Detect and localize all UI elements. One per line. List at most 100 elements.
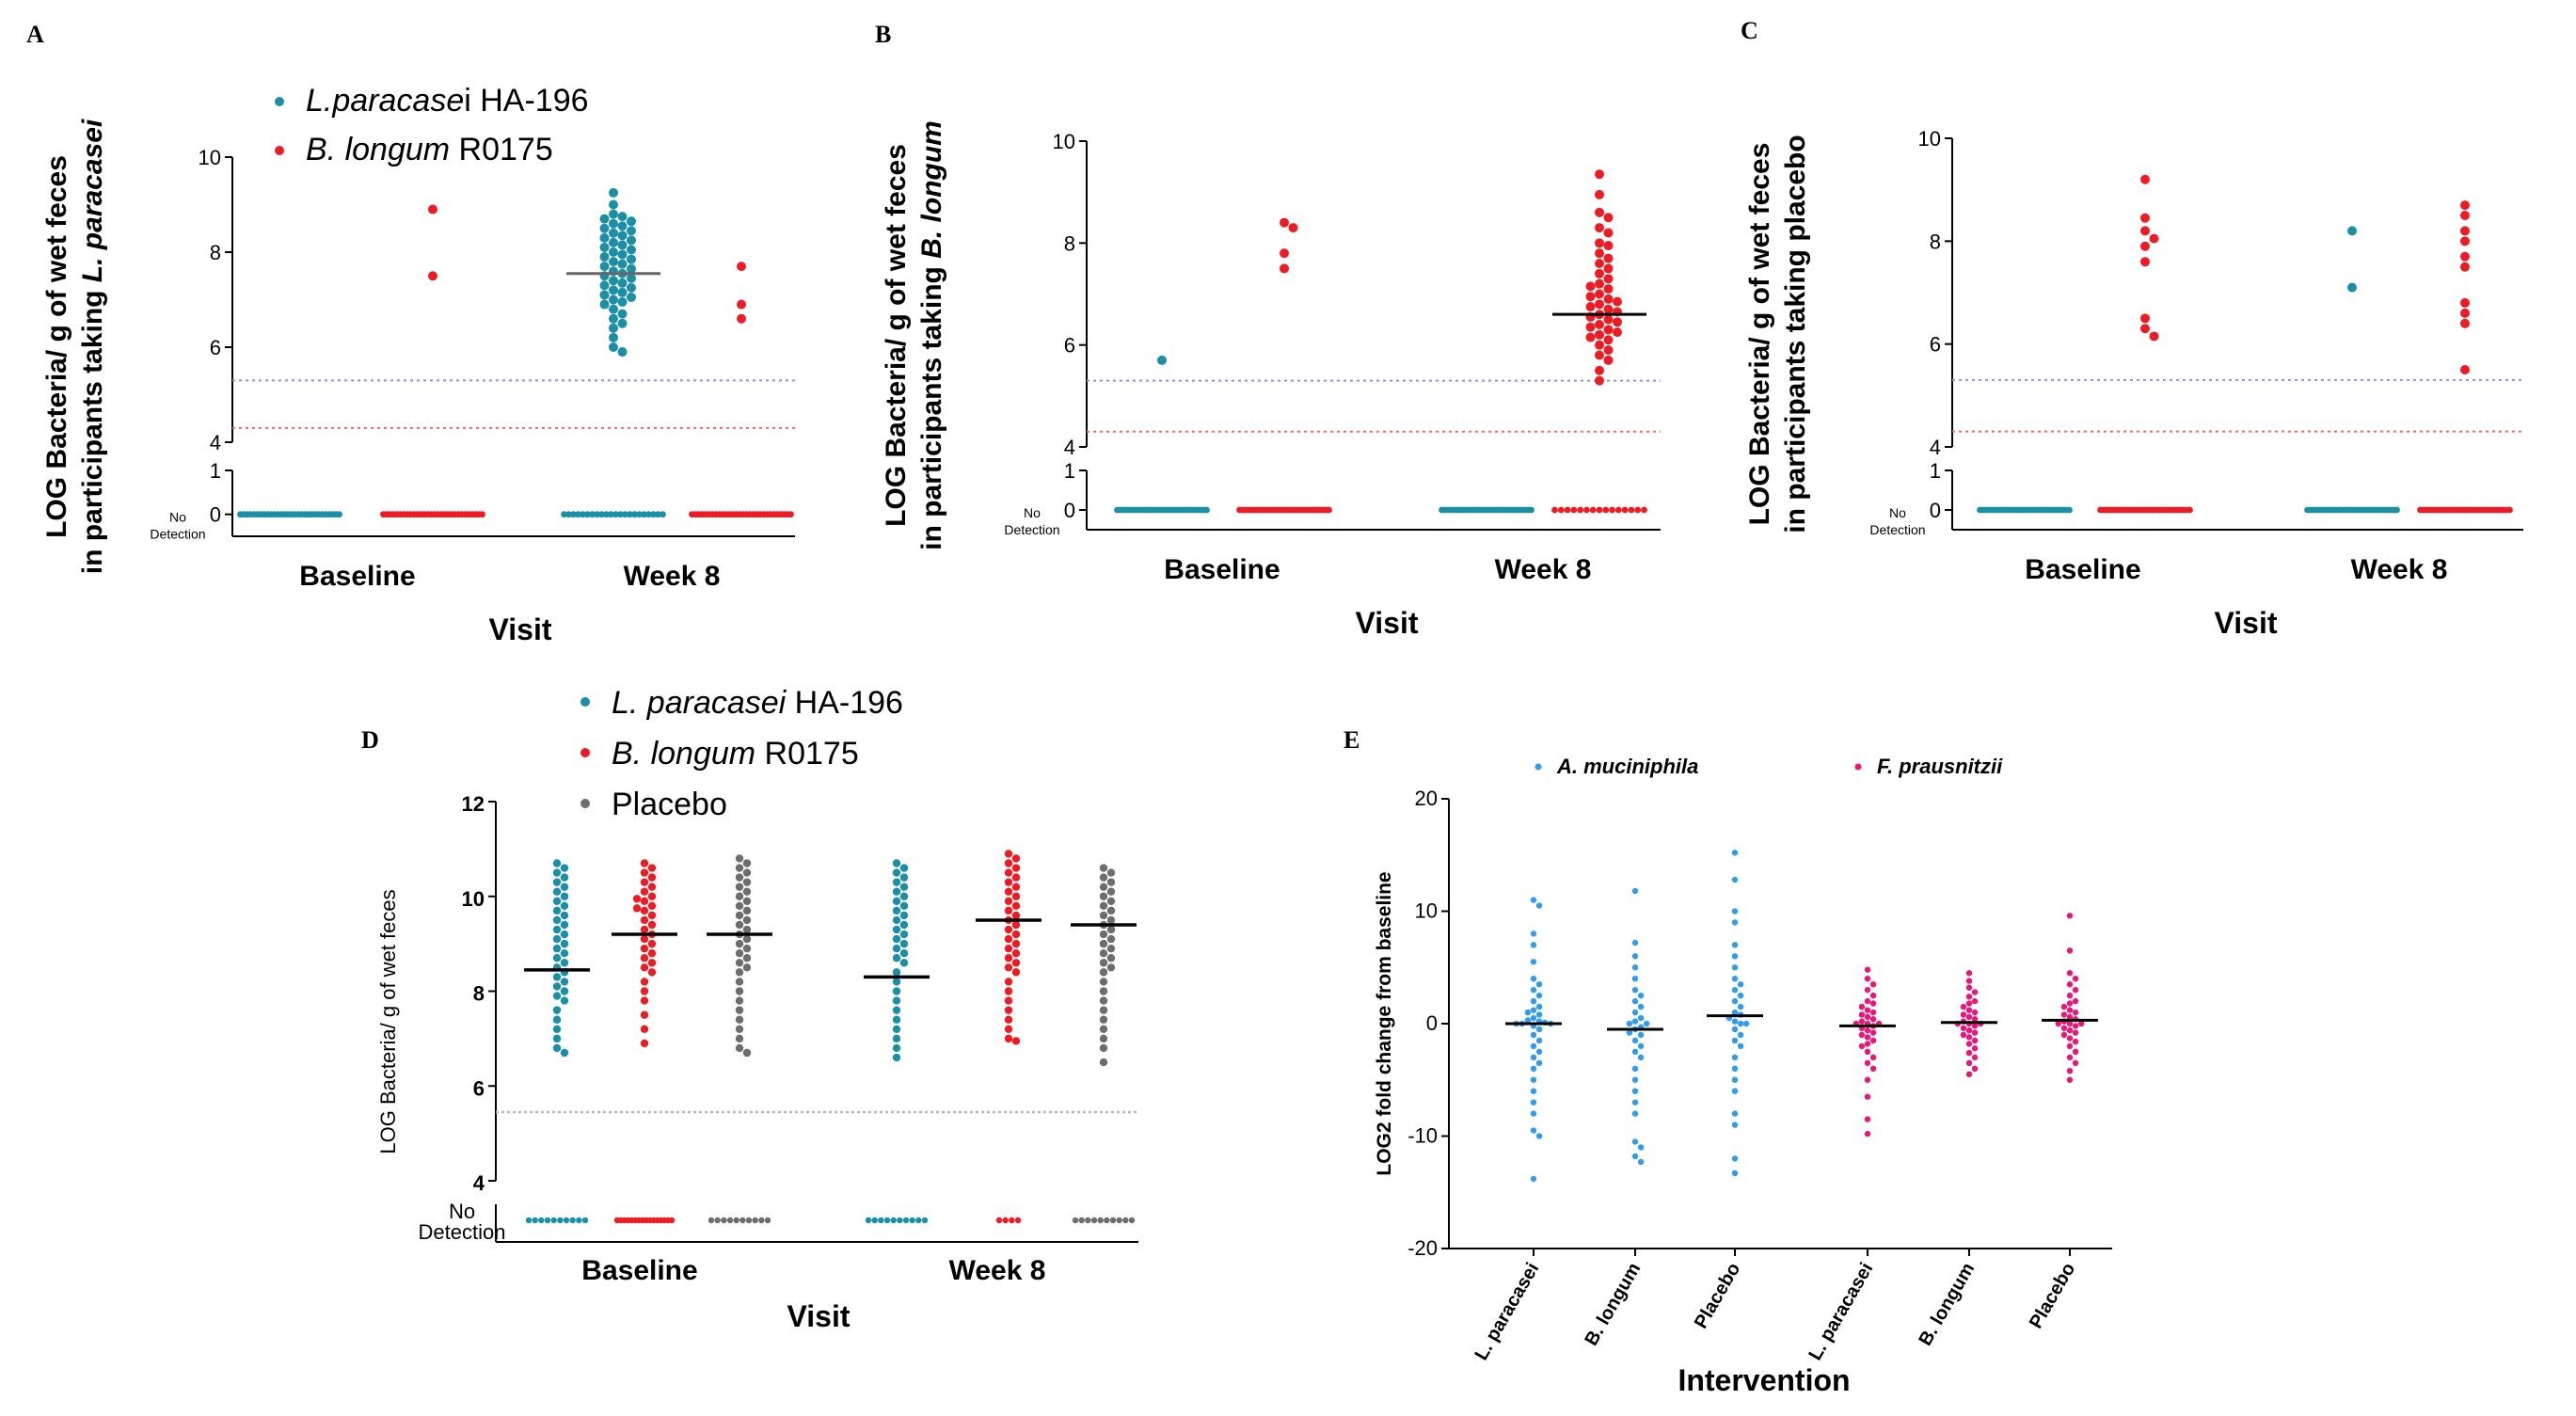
panel-c: C 10 8 6 4 1 0 No Detection Baseline Week 8 Visit L…: [1712, 0, 2576, 659]
data-point: [1631, 986, 1639, 994]
nondetected-point: [1641, 506, 1647, 514]
data-point: [1731, 953, 1739, 960]
data-point: [1971, 989, 1979, 995]
nondetected-point: [787, 511, 794, 518]
nondetected-point: [608, 511, 614, 518]
data-point: [1731, 976, 1739, 982]
data-point: [742, 906, 752, 915]
data-point: [617, 221, 628, 231]
data-point: [1106, 878, 1116, 886]
data-point: [552, 915, 562, 925]
legend-entry: L.paracasei HA-196: [306, 83, 589, 119]
nondetected-point: [721, 1217, 727, 1224]
legend-marker: [1854, 763, 1862, 771]
data-point: [899, 939, 909, 948]
data-point: [1731, 997, 1739, 1005]
nondetected-point: [580, 511, 586, 518]
data-point: [735, 968, 744, 977]
data-point: [1613, 317, 1622, 327]
nondetected-point: [1596, 506, 1603, 514]
data-point: [1595, 365, 1604, 375]
data-point: [2149, 233, 2159, 244]
data-point: [1731, 1065, 1739, 1072]
nondetected-point: [897, 1217, 903, 1224]
data-point: [1595, 375, 1604, 386]
data-point: [560, 996, 569, 1005]
nondetected-point: [1602, 506, 1610, 514]
nondetected-point: [1078, 1217, 1085, 1224]
data-point: [1631, 953, 1639, 960]
x-axis-title: Visit: [2215, 606, 2278, 640]
data-point: [609, 209, 618, 219]
data-point: [899, 864, 909, 872]
data-point: [560, 930, 569, 939]
data-point: [1971, 1054, 1979, 1061]
data-point: [609, 247, 618, 257]
data-point: [640, 1010, 649, 1019]
data-point: [1603, 228, 1614, 238]
y-axis-title-line: LOG Bacteria/ g of wet feces: [881, 144, 912, 527]
data-point: [1603, 325, 1614, 335]
panel-c-label: C: [1741, 17, 1758, 44]
data-point: [1864, 1116, 1871, 1122]
data-point: [617, 231, 628, 241]
data-point: [1631, 997, 1639, 1005]
data-point: [2066, 1076, 2074, 1083]
nondetected-point: [2506, 506, 2513, 514]
x-axis-title: Visit: [787, 1299, 851, 1333]
y-tick-label: 12: [462, 792, 485, 816]
data-point: [742, 915, 752, 925]
data-point: [609, 332, 618, 342]
y-tick-label: 10: [1918, 127, 1941, 151]
nondetected-point: [594, 511, 600, 518]
panel-e-label: E: [1344, 726, 1360, 754]
data-point: [1637, 1031, 1645, 1039]
data-point: [1004, 897, 1013, 905]
data-point: [552, 925, 562, 934]
no-detection-label-line1: No: [1889, 505, 1906, 520]
nondetected-point: [902, 1217, 910, 1224]
data-point: [2066, 1013, 2074, 1021]
no-detection-label-line2: Detection: [1869, 522, 1925, 537]
data-point: [1864, 1007, 1871, 1013]
data-point: [892, 1034, 901, 1043]
legend-entry: B. longum R0175: [306, 132, 553, 167]
data-point: [2460, 262, 2470, 272]
nondetected-point: [584, 511, 591, 518]
data-point: [1099, 1058, 1108, 1067]
data-point: [1960, 1025, 1967, 1031]
data-point: [1535, 902, 1543, 909]
data-point: [552, 944, 562, 953]
data-point: [560, 911, 569, 920]
data-point: [640, 996, 649, 1005]
x-category-label: L. paracasei: [1471, 1260, 1543, 1364]
data-point: [892, 987, 901, 995]
y-tick-label: 1: [210, 459, 221, 483]
no-detection-label-line2: Detection: [1004, 522, 1059, 537]
x-axis-title: Visit: [489, 613, 552, 646]
data-point: [1595, 259, 1604, 268]
data-point: [609, 218, 618, 229]
data-point: [2066, 1035, 2074, 1042]
data-point: [1004, 850, 1013, 858]
data-point: [1603, 314, 1614, 325]
data-point: [1004, 978, 1013, 986]
nondetected-point: [878, 1217, 884, 1224]
data-point: [2066, 1007, 2074, 1013]
data-point: [1011, 892, 1021, 900]
data-point: [1530, 1088, 1537, 1094]
data-point: [735, 1006, 744, 1014]
data-point: [1595, 207, 1604, 217]
data-point: [1737, 1042, 1744, 1050]
y-tick-label: 6: [1930, 333, 1941, 357]
panel-a-label: A: [26, 21, 44, 48]
data-point: [1530, 1007, 1537, 1013]
data-point: [2347, 226, 2357, 236]
data-point: [1099, 968, 1108, 977]
nondetected-point: [1614, 506, 1622, 514]
x-category-label: Baseline: [299, 561, 415, 592]
data-point: [1595, 350, 1604, 360]
data-point: [1099, 949, 1108, 958]
legend-marker: [580, 799, 590, 808]
